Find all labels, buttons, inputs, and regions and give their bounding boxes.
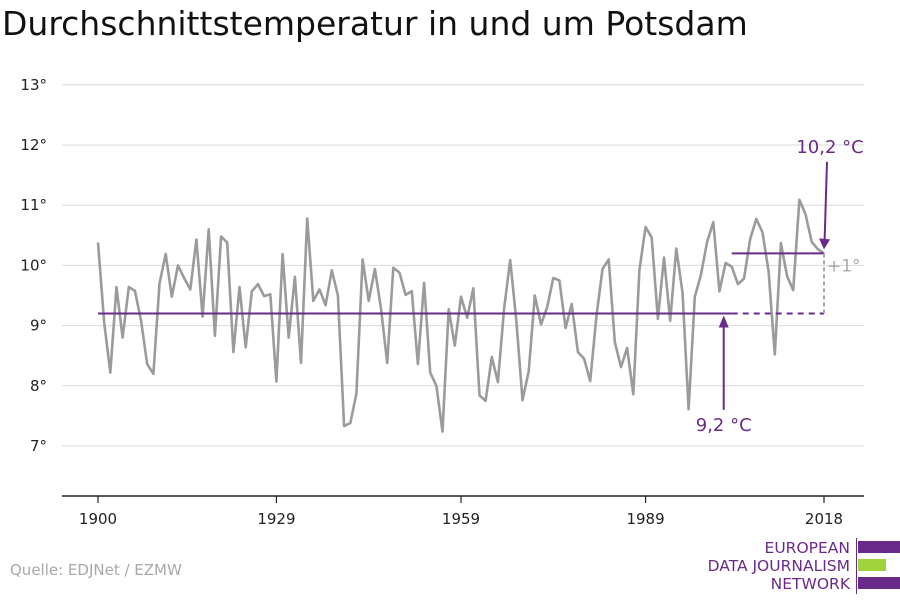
logo-text-european: EUROPEAN bbox=[764, 539, 850, 557]
x-tick-label: 1929 bbox=[257, 510, 295, 528]
x-tick-label: 1989 bbox=[626, 510, 664, 528]
baseline-arrow-head bbox=[718, 315, 729, 328]
series bbox=[96, 198, 825, 433]
y-tick-label: 8° bbox=[30, 377, 47, 395]
x-tick-label: 1959 bbox=[442, 510, 480, 528]
y-tick-label: 9° bbox=[30, 317, 47, 335]
logo-text-data-journalism: DATA JOURNALISM bbox=[707, 557, 850, 575]
y-tick-label: 13° bbox=[20, 76, 47, 94]
x-tick-label: 2018 bbox=[805, 510, 843, 528]
y-tick-label: 10° bbox=[20, 256, 47, 274]
chart-title: Durchschnittstemperatur in und um Potsda… bbox=[2, 4, 748, 43]
edjnet-logo: EUROPEAN DATA JOURNALISM NETWORK bbox=[700, 538, 900, 594]
logo-bar-purple-top bbox=[858, 541, 900, 553]
reference-lines bbox=[98, 252, 824, 315]
y-tick-label: 11° bbox=[20, 196, 47, 214]
source-note: Quelle: EDJNet / EZMW bbox=[10, 561, 182, 579]
gridlines bbox=[62, 84, 864, 447]
y-tick-label: 12° bbox=[20, 136, 47, 154]
series-line-annual-temperature bbox=[96, 198, 825, 433]
recent-arrow-shaft bbox=[823, 161, 828, 241]
recent-arrow-head bbox=[819, 238, 830, 250]
x-axis: 1900 1929 1959 1989 2018 bbox=[62, 495, 864, 528]
annotations: +1° 9,2 °C 10,2 °C bbox=[696, 137, 864, 436]
logo-bar-green bbox=[858, 559, 886, 571]
logo-text-network: NETWORK bbox=[770, 575, 850, 593]
y-tick-label: 7° bbox=[30, 437, 47, 455]
recent-label: 10,2 °C bbox=[796, 137, 863, 158]
x-tick-label: 1900 bbox=[79, 510, 117, 528]
logo-bar-purple-bottom bbox=[858, 577, 900, 589]
y-tick-labels: 7° 8° 9° 10° 11° 12° 13° bbox=[20, 76, 47, 455]
logo-divider bbox=[856, 538, 857, 594]
difference-label: +1° bbox=[827, 256, 861, 276]
baseline-label: 9,2 °C bbox=[696, 415, 752, 436]
